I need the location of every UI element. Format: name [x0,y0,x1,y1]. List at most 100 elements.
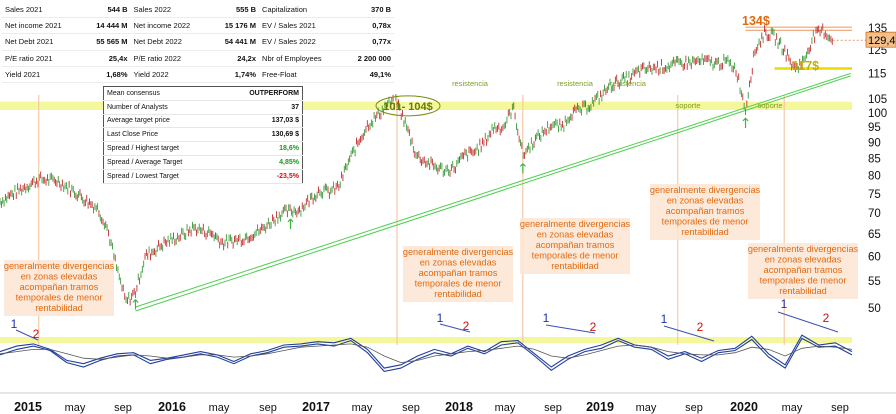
financial-value: 25,4x [82,50,131,67]
support-label: soporte [675,101,700,110]
divergence-note-line: en zonas elevadas [537,230,614,240]
financial-label: EV / Sales 2022 [259,33,344,51]
financials-row: Yield 2021 1,68% Yield 2022 1,74% Free-Float… [2,66,394,83]
y-tick-label: 85 [868,154,881,166]
divergence-mark-1: 1 [661,312,668,326]
y-tick-label: 60 [868,252,881,264]
divergence-note-line: generalmente divergencias [520,219,631,229]
divergence-note-line: temporales de menor [16,293,103,303]
financial-label: Yield 2022 [130,66,212,83]
financial-label: Net Debt 2022 [130,33,212,51]
consensus-row: Spread / Highest target 18,6% [103,141,303,156]
consensus-row: Mean consensus OUTPERFORM [103,86,303,101]
price-support-label: 117$ [792,59,819,73]
resistance-label: resistencia [452,79,489,88]
financial-value: 2 200 000 [343,50,394,67]
consensus-value: 130,69 $ [221,127,303,143]
oscillator-line [0,343,853,364]
divergence-note-line: generalmente divergencias [403,247,514,257]
financial-value: 1,74% [211,66,260,83]
trend-line-lower [135,75,851,312]
consensus-value: -23,5% [221,169,303,184]
divergence-mark-2: 2 [33,327,40,341]
trend-line-upper [135,72,851,308]
financial-label: P/E ratio 2021 [2,50,83,67]
consensus-row: Spread / Average Target 4,85% [103,155,303,170]
divergence-note-line: acompañan tramos [419,268,498,278]
x-tick-label: may [65,402,86,414]
x-tick-label: 2017 [302,400,330,414]
y-tick-label: 95 [868,122,881,134]
financial-label: Nbr of Employees [259,50,344,67]
divergence-note-line: en zonas elevadas [21,272,98,282]
note-box [4,260,114,316]
financial-value: 54 441 M [211,33,260,51]
financial-label: Net income 2021 [2,17,83,35]
financial-value: 24,2x [211,50,260,67]
divergence-note-line: rentabilidad [35,303,83,313]
trend-lines [135,72,851,312]
x-tick-label: 2020 [730,400,758,414]
x-tick-label: 2018 [445,400,473,414]
zone-label: 101- 104$ [383,101,433,113]
financial-label: Sales 2022 [130,2,212,19]
divergence-note-line: generalmente divergencias [4,261,115,271]
x-axis: 2015 may sep 2016 may sep 2017 may sep 2018 may sep… [0,392,896,414]
oscillator-panel [0,334,853,373]
x-tick-label: may [782,402,803,414]
divergence-note-line: temporales de menor [760,276,847,286]
x-tick-label: may [495,402,516,414]
oscillator-line [0,337,853,373]
x-tick-label: 2019 [586,400,614,414]
x-tick-label: 2015 [14,400,42,414]
resistance-zone-band [0,101,852,110]
y-tick-label: 80 [868,171,881,183]
financial-value: 15 176 M [211,17,260,35]
y-tick-label: 125 [868,45,887,57]
divergence-note-line: acompañan tramos [20,282,99,292]
consensus-label: Spread / Average Target [103,155,222,170]
financial-label: Yield 2021 [2,66,83,83]
financial-label: Net income 2022 [130,17,212,35]
financial-value: 370 B [343,2,394,19]
divergence-trendline [15,329,39,341]
financial-label: Sales 2021 [2,2,83,19]
note-box [650,184,760,240]
consensus-row: Spread / Lowest Target -23,5% [103,169,303,184]
financial-value: 0,78x [343,17,394,35]
financial-value: 544 B [82,2,131,19]
current-price-label: 129,4 [868,35,896,47]
oscillator-line [0,334,853,369]
note-box [520,218,630,274]
x-tick-label: sep [831,402,849,414]
financials-row: Sales 2021 544 B Sales 2022 555 B Capitaliza… [2,2,394,19]
divergence-note-line: acompañan tramos [764,265,843,275]
consensus-table: Mean consensus OUTPERFORM Number of Analys… [103,86,303,184]
divergence-mark-1: 1 [543,311,550,325]
divergence-note-line: en zonas elevadas [420,258,497,268]
divergence-mark-1: 1 [781,297,788,311]
financial-label: Capitalization [259,2,344,19]
financial-label: Free-Float [259,66,344,83]
divergence-note-line: en zonas elevadas [667,196,744,206]
consensus-label: Number of Analysts [103,100,222,115]
x-tick-label: sep [544,402,562,414]
x-tick-label: sep [259,402,277,414]
price-series [0,23,866,306]
divergence-trendline [777,311,839,333]
divergence-mark-1: 1 [437,311,444,325]
y-tick-label: 55 [868,276,881,288]
financial-value: 49,1% [343,66,394,83]
consensus-row: Average target price 137,03 $ [103,114,303,129]
oscillator-zone-band [0,337,852,343]
divergence-note-line: generalmente divergencias [650,185,761,195]
consensus-label: Spread / Lowest Target [103,169,222,184]
divergence-mark-2: 2 [823,311,830,325]
consensus-value: 137,03 $ [221,114,303,129]
y-tick-label: 90 [868,137,881,149]
divergence-note-line: temporales de menor [662,217,749,227]
consensus-value: 4,85% [221,155,303,170]
consensus-label: Mean consensus [103,86,222,101]
x-tick-label: sep [402,402,420,414]
financial-label: P/E ratio 2022 [130,50,212,67]
